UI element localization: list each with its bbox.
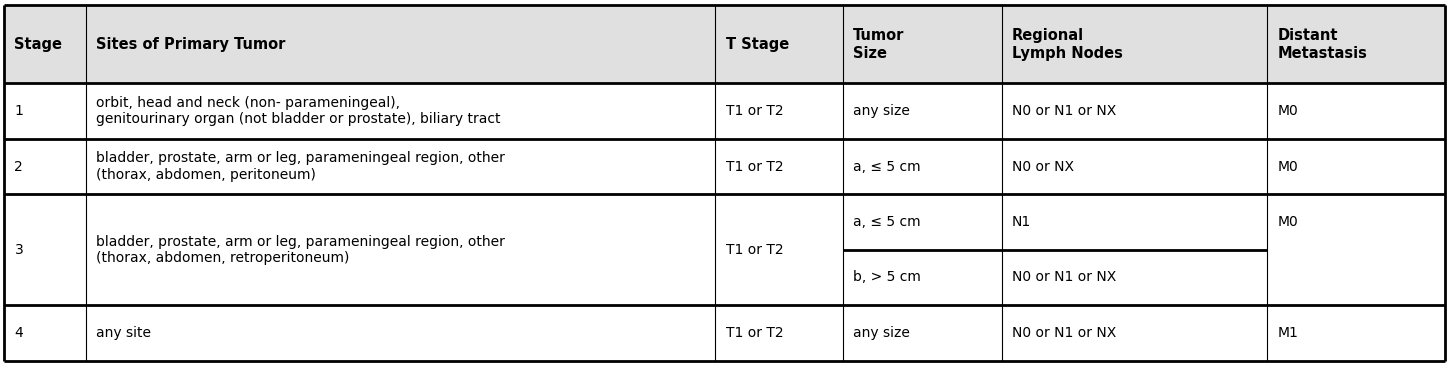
Text: orbit, head and neck (non- parameningeal),
genitourinary organ (not bladder or p: orbit, head and neck (non- parameningeal…	[97, 96, 501, 126]
Text: 4: 4	[14, 326, 23, 340]
Text: T1 or T2: T1 or T2	[726, 243, 782, 257]
Text: T1 or T2: T1 or T2	[726, 104, 782, 118]
Text: a, ≤ 5 cm: a, ≤ 5 cm	[853, 160, 920, 173]
Text: 3: 3	[14, 243, 23, 257]
Text: N1: N1	[1011, 215, 1032, 229]
Text: T Stage: T Stage	[726, 37, 788, 52]
Text: T1 or T2: T1 or T2	[726, 160, 782, 173]
Text: M0: M0	[1278, 104, 1298, 118]
Bar	[4, 194, 1445, 305]
Text: N0 or NX: N0 or NX	[1011, 160, 1074, 173]
Text: N0 or N1 or NX: N0 or N1 or NX	[1011, 104, 1116, 118]
Text: bladder, prostate, arm or leg, parameningeal region, other
(thorax, abdomen, per: bladder, prostate, arm or leg, paramenin…	[97, 152, 506, 182]
Bar	[4, 305, 1445, 361]
Text: Tumor
Size: Tumor Size	[853, 28, 904, 61]
Text: a, ≤ 5 cm: a, ≤ 5 cm	[853, 215, 920, 229]
Text: b, > 5 cm: b, > 5 cm	[853, 270, 920, 284]
Text: any size: any size	[853, 104, 910, 118]
Text: 2: 2	[14, 160, 23, 173]
Text: M0: M0	[1278, 215, 1298, 229]
Bar	[4, 83, 1445, 139]
Text: any size: any size	[853, 326, 910, 340]
Text: N0 or N1 or NX: N0 or N1 or NX	[1011, 326, 1116, 340]
Text: M0: M0	[1278, 160, 1298, 173]
Bar	[4, 5, 1445, 83]
Text: M1: M1	[1278, 326, 1298, 340]
Text: bladder, prostate, arm or leg, parameningeal region, other
(thorax, abdomen, ret: bladder, prostate, arm or leg, paramenin…	[97, 235, 506, 265]
Bar	[4, 139, 1445, 194]
Text: Distant
Metastasis: Distant Metastasis	[1278, 28, 1368, 61]
Text: Regional
Lymph Nodes: Regional Lymph Nodes	[1011, 28, 1123, 61]
Text: 1: 1	[14, 104, 23, 118]
Text: Sites of Primary Tumor: Sites of Primary Tumor	[97, 37, 285, 52]
Text: N0 or N1 or NX: N0 or N1 or NX	[1011, 270, 1116, 284]
Text: T1 or T2: T1 or T2	[726, 326, 782, 340]
Text: any site: any site	[97, 326, 151, 340]
Text: Stage: Stage	[14, 37, 62, 52]
